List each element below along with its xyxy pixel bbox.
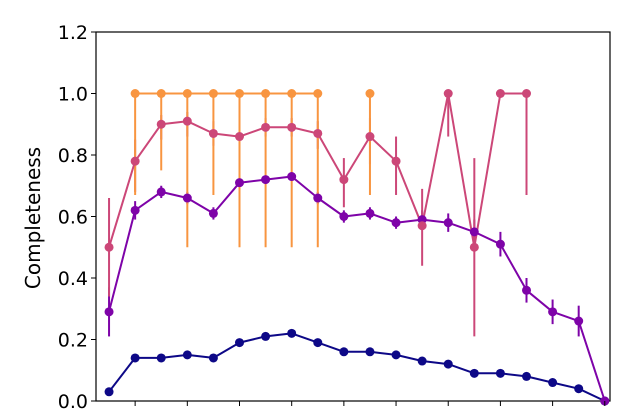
data-point [208,353,218,363]
data-point [339,175,349,185]
y-tick-label: 1.2 [58,22,88,44]
data-point [156,119,166,129]
y-tick-label: 0.8 [58,145,88,167]
data-point [287,122,297,132]
data-point [495,368,505,378]
data-point [522,371,532,381]
data-point [522,89,532,98]
data-point [365,208,375,218]
data-point [287,328,297,338]
data-point [574,316,584,326]
y-tick-label: 0.4 [58,268,88,290]
data-point [208,208,218,218]
data-point [261,331,271,341]
data-point [208,89,218,98]
x-axis-ticks [134,401,606,406]
y-tick-label: 0.0 [58,391,88,410]
plot-area [95,31,611,402]
data-point [495,239,505,249]
data-point [365,89,375,98]
data-point [182,116,192,126]
data-point [130,353,140,363]
data-point [391,350,401,360]
data-point [391,156,401,166]
data-point [261,122,271,132]
data-point [130,89,140,98]
data-point [235,89,245,98]
data-point [443,89,453,98]
y-tick-label: 1.0 [58,84,88,106]
data-point [156,89,166,98]
data-point [469,368,479,378]
data-point [469,227,479,237]
y-tick-label: 0.6 [58,207,88,229]
data-point [104,387,114,397]
data-point [365,347,375,357]
data-point [261,89,271,98]
data-point [339,212,349,221]
data-point [235,178,245,188]
data-point [495,89,505,98]
data-point [313,193,323,203]
data-point [130,156,140,166]
data-point [287,89,297,98]
data-point [104,307,114,317]
series-line [108,175,606,402]
data-point [104,242,114,252]
data-point [130,205,140,215]
data-point [548,307,558,317]
series-points [104,89,610,406]
data-point [261,175,271,185]
data-point [313,128,323,138]
data-point [313,89,323,98]
data-point [548,378,558,388]
data-point [522,285,532,295]
data-point [417,215,427,225]
y-axis-ticks: 0.0 0.2 0.4 0.6 0.8 1.0 1.2 [58,22,96,410]
data-point [235,132,245,142]
y-tick-label: 0.2 [58,330,88,352]
data-point [208,128,218,138]
data-point [182,89,192,98]
data-point [235,338,245,348]
data-point [182,193,192,203]
y-axis-title: Completeness [21,147,45,289]
data-point [391,218,401,228]
data-point [417,356,427,366]
data-point [443,218,453,228]
data-point [339,347,349,357]
data-point [443,359,453,369]
data-point [417,221,427,231]
data-point [574,384,584,394]
data-point [156,353,166,363]
data-point [182,350,192,360]
data-point [287,172,297,182]
data-point [469,242,479,252]
data-point [156,187,166,197]
data-point [313,338,323,348]
data-point [365,132,375,142]
